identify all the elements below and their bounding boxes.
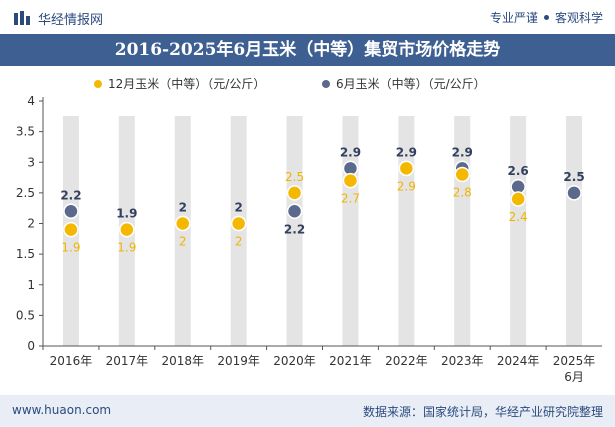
data-label: 2.8 (453, 186, 472, 200)
data-label: 2.9 (396, 145, 417, 159)
tagline: 专业严谨 客观科学 (490, 9, 603, 26)
x-tick-label: 2019年 (217, 354, 260, 368)
category-column (510, 116, 527, 346)
category-column (566, 116, 583, 346)
x-tick-label: 2024年 (497, 354, 540, 368)
y-tick-label: 3 (27, 155, 35, 169)
tagline-right: 客观科学 (554, 11, 603, 25)
x-tick-sublabel: 6月 (564, 370, 584, 384)
footer: www.huaon.com 数据来源：国家统计局，华经产业研究院整理 (0, 395, 615, 427)
bar-logo-icon (14, 10, 30, 29)
x-tick-label: 2021年 (329, 354, 372, 368)
y-tick-label: 1.5 (16, 247, 35, 261)
x-tick-label: 2025年 (553, 354, 596, 368)
data-point (286, 185, 303, 201)
data-point (230, 215, 247, 232)
footer-site-link[interactable]: www.huaon.com (12, 403, 112, 417)
data-label: 2.2 (60, 188, 81, 202)
data-label: 2.9 (452, 145, 473, 159)
data-label: 2.5 (563, 170, 584, 184)
legend-label: 6月玉米（中等）（元/公斤） (336, 76, 486, 91)
data-label: 2.4 (509, 210, 528, 224)
data-label: 2 (179, 235, 187, 249)
tagline-separator-dot (543, 15, 549, 20)
y-tick-label: 0.5 (16, 308, 35, 322)
x-tick-label: 2022年 (385, 354, 428, 368)
x-tick-label: 2020年 (273, 354, 316, 368)
y-tick-label: 4 (27, 94, 35, 108)
data-source: 数据来源：国家统计局，华经产业研究院整理 (362, 405, 603, 419)
data-point (510, 191, 526, 207)
data-point (286, 203, 303, 219)
category-column (286, 116, 303, 346)
data-label: 2.2 (284, 222, 305, 236)
data-label: 2 (235, 235, 243, 249)
top-bar: 华经情报网 专业严谨 客观科学 (0, 0, 615, 34)
data-point (63, 221, 79, 238)
y-tick-label: 0 (27, 339, 35, 353)
legend-marker (94, 80, 102, 88)
y-tick-label: 2.5 (16, 186, 35, 200)
legend-label: 12月玉米（中等）（元/公斤） (108, 76, 265, 91)
x-tick-label: 2016年 (50, 354, 93, 368)
y-tick-label: 3.5 (16, 125, 35, 139)
data-point (454, 166, 470, 183)
data-point (342, 172, 359, 189)
data-label: 2.9 (397, 179, 416, 193)
data-label: 2 (179, 201, 187, 215)
y-tick-label: 1 (27, 278, 35, 292)
x-tick-label: 2023年 (441, 354, 484, 368)
data-label: 2.5 (285, 170, 304, 184)
data-point (175, 215, 191, 232)
x-tick-label: 2018年 (161, 354, 204, 368)
data-label: 1.9 (117, 241, 136, 255)
x-tick-label: 2017年 (106, 354, 149, 368)
data-label: 2.7 (341, 192, 360, 206)
data-point (566, 185, 582, 201)
data-label: 2.9 (340, 145, 361, 159)
data-point (119, 221, 135, 238)
tagline-left: 专业严谨 (489, 11, 538, 25)
data-label: 1.9 (61, 241, 80, 255)
y-tick-label: 2 (27, 217, 35, 231)
data-label: 2.6 (508, 164, 529, 178)
chart-area: 12月玉米（中等）（元/公斤） 6月玉米（中等）（元/公斤） 0 0.5 1 1.5 2 2.… (16, 76, 602, 384)
data-label: 1.9 (116, 207, 137, 221)
data-point (63, 203, 79, 219)
brand-name: 华经情报网 (38, 13, 104, 28)
legend-marker (322, 80, 330, 88)
data-point (398, 160, 415, 177)
chart-title: 2016-2025年6月玉米（中等）集贸市场价格走势 (0, 34, 615, 66)
data-label: 2 (234, 201, 242, 215)
